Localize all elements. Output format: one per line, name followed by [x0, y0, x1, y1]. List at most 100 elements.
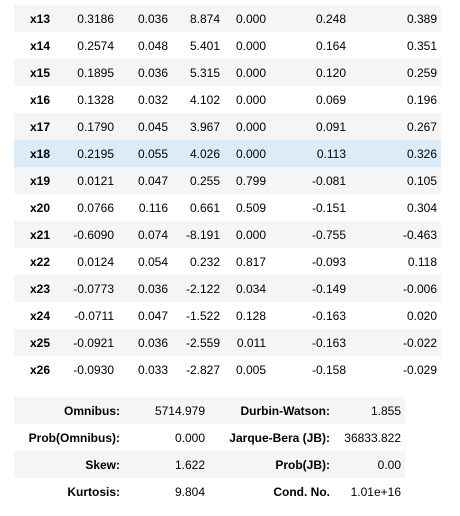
p-value-cell: 0.000 — [224, 140, 270, 167]
diag-label: Prob(JB): — [209, 451, 334, 478]
ci-lower-cell: 0.091 — [270, 113, 350, 140]
diagnostics-table: Omnibus: 5714.979 Durbin-Watson: 1.855 Prob… — [14, 397, 405, 505]
diag-row: Skew: 1.622 Prob(JB): 0.00 — [14, 451, 405, 478]
p-value-cell: 0.799 — [224, 167, 270, 194]
ci-upper-cell: 0.304 — [406, 200, 437, 215]
p-value-cell: 0.000 — [224, 59, 270, 86]
ci-upper-cell: 0.118 — [407, 254, 437, 269]
coef-row: x26 -0.0930 0.033 -2.827 0.005 -0.158 -0.029 — [14, 356, 441, 383]
row-label: x15 — [14, 59, 54, 86]
ci-upper-cell: 0.259 — [350, 59, 441, 86]
coef-cell: 0.0766 — [77, 200, 114, 215]
ci-lower-cell: 0.069 — [315, 92, 346, 107]
p-value-cell: 0.011 — [224, 329, 270, 356]
diag-label: Kurtosis: — [67, 484, 120, 499]
ci-lower-cell: -0.755 — [270, 221, 350, 248]
p-value-cell: 0.000 — [224, 5, 270, 32]
row-label: x20 — [29, 200, 50, 215]
row-label: x13 — [14, 5, 54, 32]
diag-value: 36833.822 — [344, 430, 401, 445]
p-value-cell: 0.034 — [224, 275, 270, 302]
row-label: x21 — [14, 221, 54, 248]
p-value-cell: 0.000 — [235, 92, 266, 107]
coef-cell: 0.0121 — [54, 167, 118, 194]
diag-value: 5714.979 — [124, 397, 209, 424]
t-stat-cell: -2.122 — [172, 275, 224, 302]
ci-upper-cell: -0.463 — [350, 221, 441, 248]
diagnostics-body: Omnibus: 5714.979 Durbin-Watson: 1.855 Prob… — [14, 397, 405, 505]
ci-lower-cell: 0.113 — [270, 140, 350, 167]
diag-label: Durbin-Watson: — [209, 397, 334, 424]
coef-row: x20 0.0766 0.116 0.661 0.509 -0.151 0.304 — [14, 194, 441, 221]
row-label: x25 — [14, 329, 54, 356]
row-label: x18 — [14, 140, 54, 167]
diag-value: 0.00 — [334, 451, 405, 478]
diag-label: Skew: — [14, 451, 124, 478]
std-err-cell: 0.036 — [118, 59, 172, 86]
diag-value: 0.000 — [174, 430, 205, 445]
std-err-cell: 0.055 — [118, 140, 172, 167]
t-stat-cell: 5.401 — [189, 38, 220, 53]
std-err-cell: 0.032 — [137, 92, 168, 107]
ci-lower-cell: -0.163 — [270, 329, 350, 356]
std-err-cell: 0.047 — [137, 308, 168, 323]
ci-upper-cell: -0.022 — [350, 329, 441, 356]
ci-upper-cell: 0.389 — [350, 5, 441, 32]
ci-lower-cell: -0.151 — [311, 200, 346, 215]
ci-lower-cell: -0.093 — [311, 254, 346, 269]
diag-value: 1.01e+16 — [350, 484, 401, 499]
row-label: x19 — [14, 167, 54, 194]
ci-lower-cell: -0.081 — [270, 167, 350, 194]
diag-value: 9.804 — [174, 484, 205, 499]
ci-upper-cell: 0.020 — [406, 308, 437, 323]
std-err-cell: 0.036 — [118, 329, 172, 356]
t-stat-cell: -1.522 — [185, 308, 220, 323]
row-label: x16 — [29, 92, 50, 107]
diag-row: Prob(Omnibus): 0.000 Jarque-Bera (JB): 3683… — [14, 424, 405, 451]
coef-cell: 0.0124 — [77, 254, 114, 269]
diag-label: Cond. No. — [273, 484, 330, 499]
diag-value: 1.855 — [334, 397, 405, 424]
p-value-cell: 0.000 — [224, 221, 270, 248]
p-value-cell: 0.817 — [235, 254, 266, 269]
std-err-cell: 0.045 — [118, 113, 172, 140]
coef-cell: 0.1790 — [54, 113, 118, 140]
std-err-cell: 0.033 — [137, 362, 168, 377]
std-err-cell: 0.054 — [137, 254, 168, 269]
ci-upper-cell: -0.006 — [350, 275, 441, 302]
coef-cell: 0.1328 — [77, 92, 114, 107]
coef-cell: 0.2574 — [77, 38, 114, 53]
coef-cell: 0.2195 — [54, 140, 118, 167]
std-err-cell: 0.036 — [118, 5, 172, 32]
ci-upper-cell: 0.351 — [406, 38, 437, 53]
diag-row: Kurtosis: 9.804 Cond. No. 1.01e+16 — [14, 478, 405, 505]
t-stat-cell: 0.232 — [189, 254, 220, 269]
std-err-cell: 0.036 — [118, 275, 172, 302]
diag-label: Jarque-Bera (JB): — [229, 430, 330, 445]
coef-row: x19 0.0121 0.047 0.255 0.799 -0.081 0.105 — [14, 167, 441, 194]
row-label: x26 — [29, 362, 50, 377]
std-err-cell: 0.048 — [137, 38, 168, 53]
coef-cell: -0.0711 — [74, 308, 114, 323]
p-value-cell: 0.005 — [235, 362, 266, 377]
coef-row: x25 -0.0921 0.036 -2.559 0.011 -0.163 -0.022 — [14, 329, 441, 356]
row-label: x23 — [14, 275, 54, 302]
coef-row: x16 0.1328 0.032 4.102 0.000 0.069 0.196 — [14, 86, 441, 113]
ci-lower-cell: -0.163 — [311, 308, 346, 323]
ci-upper-cell: 0.196 — [406, 92, 437, 107]
p-value-cell: 0.000 — [224, 113, 270, 140]
ci-upper-cell: 0.267 — [350, 113, 441, 140]
ci-lower-cell: -0.149 — [270, 275, 350, 302]
ci-upper-cell: 0.105 — [350, 167, 441, 194]
p-value-cell: 0.000 — [235, 38, 266, 53]
coef-row-highlighted[interactable]: x18 0.2195 0.055 4.026 0.000 0.113 0.326 — [14, 140, 441, 167]
coef-row: x23 -0.0773 0.036 -2.122 0.034 -0.149 -0.006 — [14, 275, 441, 302]
row-label: x22 — [29, 254, 50, 269]
row-label: x24 — [29, 308, 50, 323]
ci-lower-cell: 0.164 — [315, 38, 346, 53]
p-value-cell: 0.128 — [235, 308, 266, 323]
t-stat-cell: 0.255 — [172, 167, 224, 194]
diag-row: Omnibus: 5714.979 Durbin-Watson: 1.855 — [14, 397, 405, 424]
ci-lower-cell: 0.248 — [270, 5, 350, 32]
coef-row: x22 0.0124 0.054 0.232 0.817 -0.093 0.118 — [14, 248, 441, 275]
